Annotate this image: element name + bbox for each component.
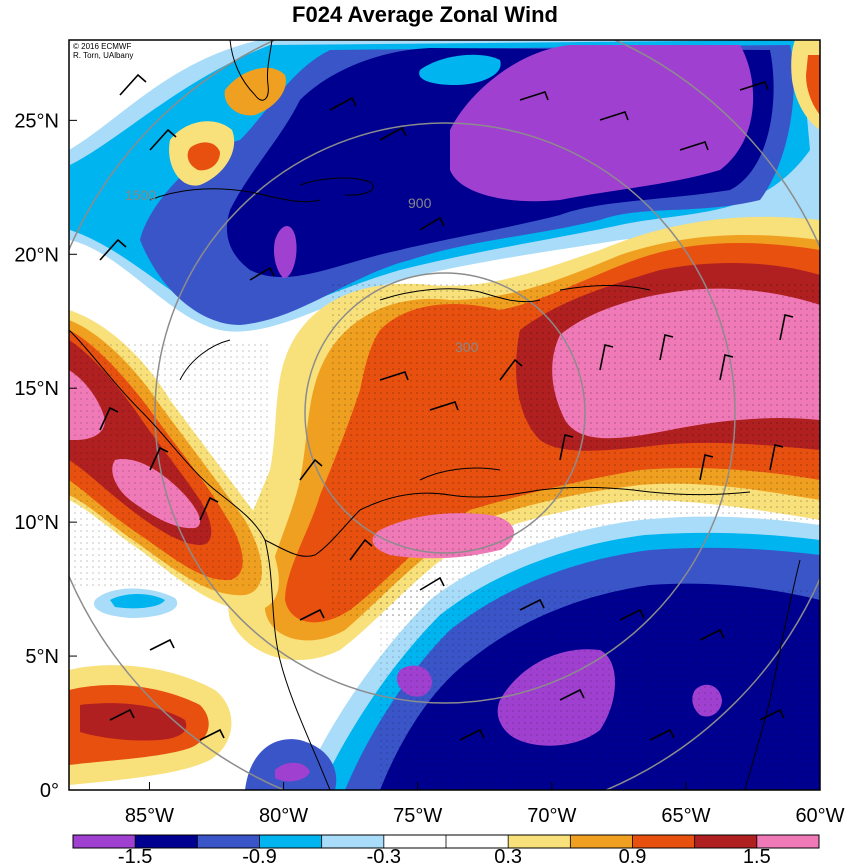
small-negative-blob-west-core bbox=[110, 594, 165, 609]
colorbar-label: -0.3 bbox=[367, 846, 401, 866]
lat-tick-label: 10°N bbox=[14, 512, 59, 534]
lat-tick-label: 20°N bbox=[14, 244, 59, 266]
coastlines bbox=[69, 40, 801, 790]
west-positive-dots bbox=[69, 340, 269, 590]
colorbar-label: 0.9 bbox=[619, 846, 647, 866]
longitude-axis: 85°W 80°W 75°W 70°W 65°W 60°W bbox=[125, 782, 845, 827]
lon-tick-label: 80°W bbox=[259, 805, 308, 827]
colorbar: -1.5 -0.9 -0.3 0.3 0.9 1.5 bbox=[72, 834, 820, 866]
ring-300 bbox=[304, 272, 586, 554]
colorbar-label: -1.5 bbox=[118, 846, 152, 866]
colorbar-label: 1.5 bbox=[743, 846, 771, 866]
lat-tick-label: 5°N bbox=[25, 646, 59, 668]
wind-barbs bbox=[99, 73, 794, 741]
northeast-positive-blob-core bbox=[806, 55, 820, 115]
southwest-negative-blob-core bbox=[275, 762, 310, 782]
lat-tick-label: 0° bbox=[40, 780, 59, 802]
latitude-axis: 0° 5°N 10°N 15°N 20°N 25°N bbox=[14, 110, 77, 802]
ring-label-1500: 1500 bbox=[125, 187, 156, 203]
north-negative-peak bbox=[450, 45, 754, 202]
colorbar-segment bbox=[756, 835, 819, 848]
lon-tick-label: 65°W bbox=[661, 805, 710, 827]
north-negative-peak-2 bbox=[273, 225, 297, 279]
colorbar-label: 0.3 bbox=[494, 846, 522, 866]
south-negative-dots bbox=[380, 590, 820, 790]
north-negative-light-spot bbox=[419, 54, 501, 85]
southwest-positive-strong bbox=[80, 703, 187, 741]
florida-positive-blob bbox=[224, 67, 286, 116]
colorbar-segment bbox=[632, 835, 695, 848]
plot-frame bbox=[68, 39, 821, 791]
colorbar-segment bbox=[135, 835, 198, 848]
colorbar-label: -0.9 bbox=[242, 846, 276, 866]
credit-box: © 2016 ECMWF R. Torn, UAlbany bbox=[70, 41, 156, 61]
lat-tick-label: 15°N bbox=[14, 378, 59, 400]
colorbar-segment bbox=[197, 835, 260, 848]
ring-900 bbox=[154, 122, 736, 704]
colorbar-segment bbox=[508, 835, 571, 848]
credit-line-2: R. Torn, UAlbany bbox=[73, 51, 133, 60]
lat-tick-label: 25°N bbox=[14, 110, 59, 132]
colorbar-segment bbox=[73, 835, 136, 848]
colorbar-segment bbox=[383, 835, 446, 848]
ring-label-900: 900 bbox=[408, 195, 432, 211]
colorbar-segment bbox=[446, 835, 509, 848]
colorbar-segment bbox=[694, 835, 757, 848]
credit-line-1: © 2016 ECMWF bbox=[73, 42, 131, 51]
map-title: F024 Average Zonal Wind bbox=[292, 2, 558, 27]
lon-tick-label: 85°W bbox=[125, 805, 174, 827]
zonal-wind-field: 300 900 1500 bbox=[69, 40, 820, 790]
lon-tick-label: 70°W bbox=[527, 805, 576, 827]
lon-tick-label: 60°W bbox=[795, 805, 844, 827]
colorbar-segment bbox=[259, 835, 322, 848]
colorbar-segment bbox=[570, 835, 633, 848]
distance-rings bbox=[69, 40, 820, 790]
ring-label-300: 300 bbox=[455, 339, 479, 355]
lon-tick-label: 75°W bbox=[393, 805, 442, 827]
colorbar-segment bbox=[321, 835, 384, 848]
florida-strong-blob bbox=[187, 142, 220, 171]
